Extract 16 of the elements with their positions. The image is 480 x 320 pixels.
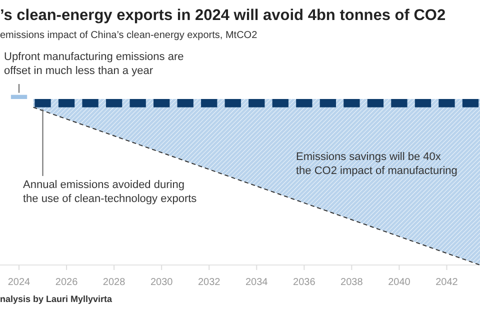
chart-subtitle: emissions impact of China’s clean-energy exports, MtCO2: [0, 30, 258, 41]
annotation: Emissions savings will be 40x the CO2 impact of manufacturing: [296, 151, 458, 177]
chart-title: ’s clean-energy exports in 2024 will avoid 4bn tonnes of CO2: [0, 7, 446, 24]
text: nalysis by Lauri Myllyvirta: [0, 294, 114, 304]
annotation: Annual emissions avoided during the use of clean-technology exports: [23, 179, 198, 205]
x-tick-label: 2040: [388, 277, 411, 288]
x-tick-label: 2026: [55, 277, 78, 288]
x-tick-label: 2042: [436, 277, 458, 288]
x-tick-label: 2032: [198, 277, 221, 288]
x-tick-label: 2034: [246, 277, 268, 288]
x-tick-label: 2036: [293, 277, 316, 288]
x-tick-label: 2028: [102, 277, 126, 288]
x-tick-label: 2024: [8, 277, 31, 288]
x-tick-label: 2038: [340, 277, 364, 288]
annotation: Upfront manufacturing emissions are offset in much less than a year: [4, 51, 184, 77]
x-tick-label: 2030: [150, 277, 174, 288]
